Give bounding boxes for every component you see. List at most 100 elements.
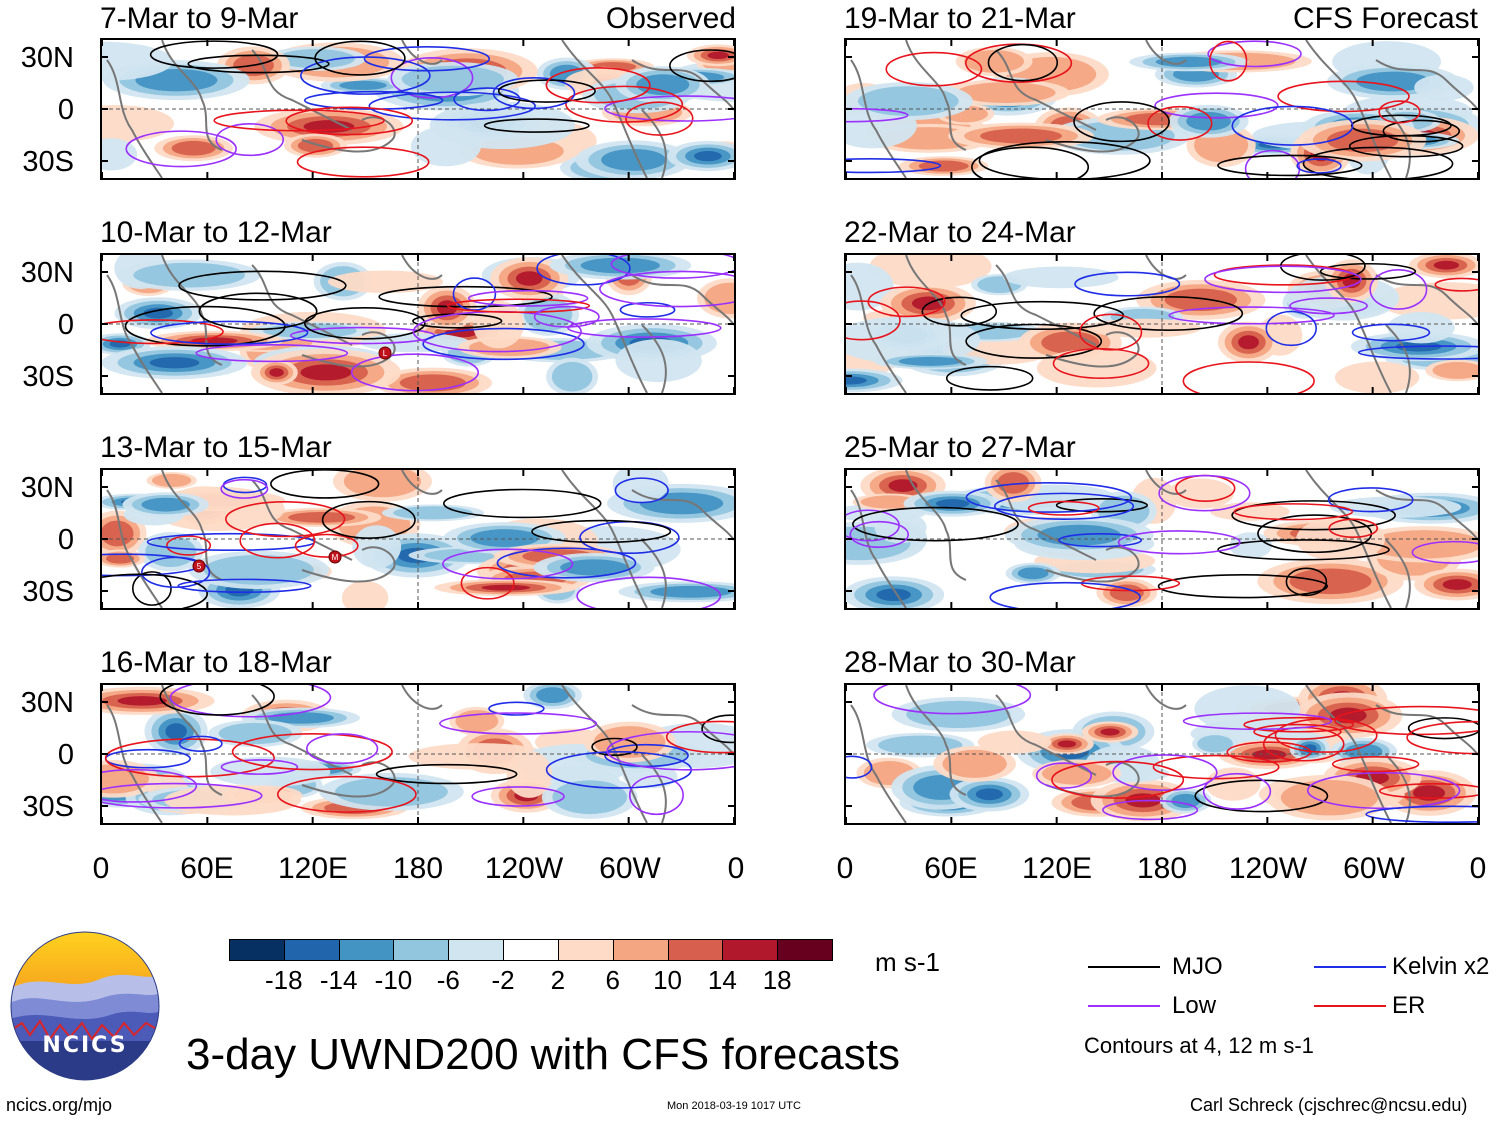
coastline <box>850 704 907 823</box>
negative-anomaly <box>470 529 539 547</box>
coastline <box>1305 470 1392 608</box>
wave-contour <box>1117 530 1241 555</box>
negative-anomaly <box>975 788 1003 801</box>
coastline <box>161 40 223 151</box>
axis-ticks <box>102 255 734 393</box>
positive-anomaly <box>1334 361 1420 393</box>
negative-anomaly <box>1017 567 1049 580</box>
colorbar-tick-label: 18 <box>762 965 792 995</box>
colorbar-swatch <box>557 939 614 961</box>
positive-anomaly <box>472 300 525 349</box>
panel-title: 25-Mar to 27-Mar <box>844 431 1076 464</box>
y-tick-label: 0 <box>57 524 74 556</box>
colorbar-tick-label: -2 <box>491 965 515 995</box>
coastline <box>1375 489 1478 541</box>
wave-contour <box>576 576 722 608</box>
wave-contour <box>195 344 349 363</box>
wave-contour <box>150 320 309 345</box>
storm-marker: L <box>378 346 392 360</box>
colorbar-tick-label: 14 <box>707 965 737 995</box>
coastline <box>1375 59 1478 111</box>
wave-contour <box>270 470 380 499</box>
positive-anomaly <box>977 730 1052 754</box>
negative-anomaly <box>552 780 628 815</box>
wave-contour <box>1365 805 1478 823</box>
negative-anomaly <box>650 585 732 598</box>
positive-anomaly <box>997 472 1030 494</box>
negative-anomaly <box>560 559 628 576</box>
wave-contour <box>1154 92 1279 119</box>
y-tick-label: 30N <box>20 257 74 289</box>
wave-contour <box>1285 567 1328 597</box>
panel-title: 16-Mar to 18-Mar <box>100 646 332 679</box>
wave-contour <box>102 782 263 809</box>
x-tick-label: 60E <box>924 852 978 885</box>
colorbar-swatch <box>722 939 779 961</box>
wave-contour <box>1233 503 1354 521</box>
panel-title: 13-Mar to 15-Mar <box>100 431 332 464</box>
wave-contour <box>1207 40 1302 68</box>
coastline <box>301 546 396 583</box>
wave-contour <box>321 500 416 539</box>
wave-contour <box>131 571 172 606</box>
wave-contour <box>965 323 1103 359</box>
coastline <box>905 255 967 366</box>
coastline <box>1045 331 1140 368</box>
coastline <box>631 704 734 756</box>
wave-contour <box>220 759 299 775</box>
x-tick-label: 120E <box>1021 852 1093 885</box>
wave-contour <box>314 40 406 76</box>
coastline <box>106 274 163 393</box>
wave-contour <box>606 730 734 771</box>
wave-contour <box>987 43 1059 82</box>
y-tick-label: 30S <box>22 361 74 393</box>
wave-contour <box>231 733 393 771</box>
negative-anomaly <box>1356 71 1431 92</box>
observed-label: Observed <box>605 2 736 35</box>
positive-anomaly <box>1366 530 1478 559</box>
wave-contour <box>446 298 591 314</box>
colorbar-tick-label: -10 <box>374 965 413 995</box>
negative-anomaly <box>636 74 690 96</box>
coastline <box>1045 546 1140 583</box>
coastline <box>401 685 443 710</box>
wave-contour <box>873 685 1032 715</box>
positive-anomaly <box>860 495 918 509</box>
positive-anomaly <box>269 368 284 377</box>
wave-contour <box>1055 497 1149 513</box>
negative-anomaly <box>876 588 911 602</box>
wave-contour <box>846 755 873 779</box>
y-tick-label: 0 <box>57 309 74 341</box>
negative-anomaly <box>878 735 963 755</box>
negative-anomaly <box>1344 743 1383 760</box>
negative-anomaly <box>694 150 722 162</box>
coastline <box>561 470 648 608</box>
logo-text: NCICS <box>42 1033 128 1058</box>
positive-anomaly <box>171 140 216 156</box>
colorbar-tick-label: 2 <box>550 965 566 995</box>
coastline <box>1305 40 1392 178</box>
y-tick-label: 30S <box>22 146 74 178</box>
positive-anomaly <box>1205 767 1261 801</box>
map-panel <box>844 253 1480 395</box>
wave-contour <box>220 478 269 499</box>
negative-anomaly <box>149 357 200 369</box>
wave-contour <box>1168 306 1335 325</box>
coastline <box>641 754 667 823</box>
anomaly-field <box>856 685 1477 822</box>
colorbar-tick-label: -14 <box>319 965 358 995</box>
wave-contour <box>375 763 518 785</box>
positive-anomaly <box>515 271 543 286</box>
negative-anomaly <box>401 65 504 93</box>
coastline <box>401 255 443 280</box>
wave-contour <box>1217 539 1390 561</box>
positive-anomaly <box>327 270 444 293</box>
coastline <box>631 489 734 541</box>
positive-anomaly <box>869 255 992 289</box>
ncics-url[interactable]: ncics.org/mjo <box>6 1095 113 1115</box>
wave-contour <box>125 130 237 168</box>
wave-contour <box>149 40 279 69</box>
wave-contour <box>1182 361 1315 393</box>
negative-anomaly <box>898 356 963 366</box>
positive-anomaly <box>1041 762 1112 785</box>
